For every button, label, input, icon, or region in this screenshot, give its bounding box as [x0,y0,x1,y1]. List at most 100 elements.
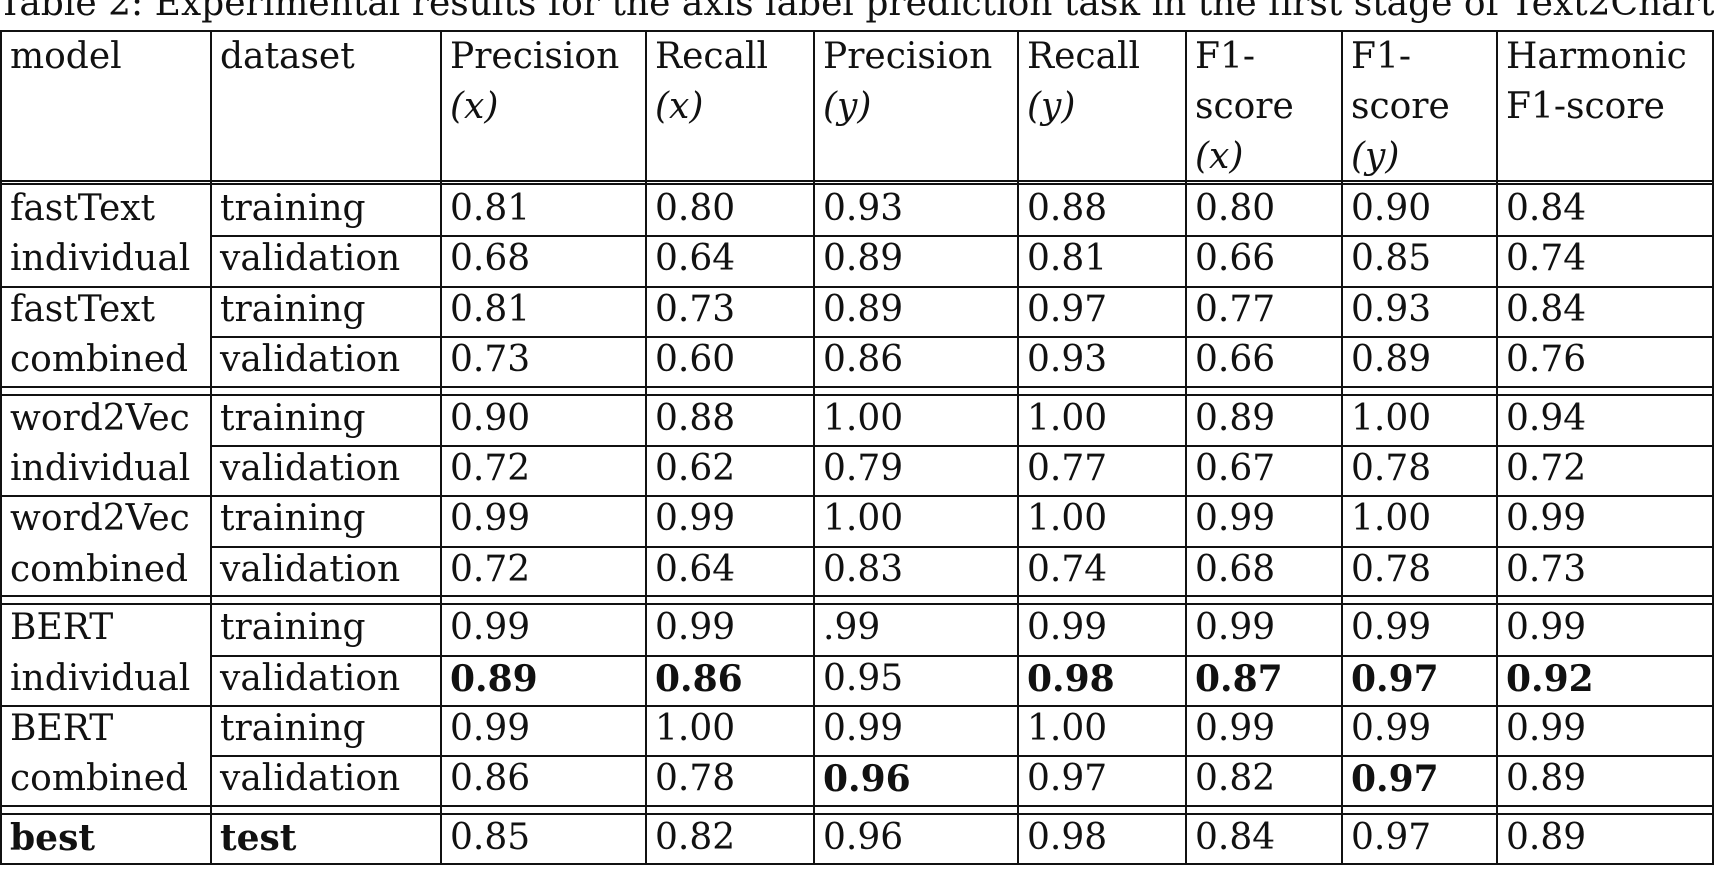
cell-value: 0.94 [1506,397,1587,439]
cell-value: 0.89 [1506,816,1587,858]
table-rule [0,495,1714,498]
cell-value: 0.99 [1195,607,1276,649]
table-rule [0,812,1714,815]
cell-value: 1.00 [1027,708,1108,749]
cell-value: 0.82 [655,816,736,858]
cell-value: 1.00 [823,498,904,540]
cell-value: 0.88 [655,397,736,439]
cell-value: 0.93 [1351,288,1432,330]
cell-value: 0.96 [823,758,911,801]
column-header: (x) [1195,136,1244,177]
column-header: score [1351,86,1450,127]
cell-value: 0.92 [1506,657,1594,700]
cell-value: 0.99 [1195,708,1276,749]
cell-value: 0.97 [1351,657,1439,700]
results-table: model dataset Precision (x) Recall (x) Precisi… [0,30,1714,878]
column-header: score [1195,86,1294,127]
cell-value: 0.72 [450,548,531,590]
table-rule [0,30,1714,32]
column-header: Harmonic [1506,36,1687,77]
cell-value: 0.93 [823,188,904,229]
cell-value: 0.78 [1351,548,1432,590]
cell-dataset: training [220,607,366,649]
cell-value: 0.64 [655,238,736,280]
cell-value: 0.99 [1027,607,1108,649]
cell-model: word2Vec [10,498,190,540]
cell-value: 0.89 [823,238,904,280]
cell-value: 0.84 [1195,816,1276,858]
cell-value: 0.97 [1351,758,1439,801]
cell-dataset: training [220,288,366,330]
table-rule [0,804,1714,807]
cell-value: 0.77 [1027,448,1108,489]
cell-value: 0.90 [1351,188,1432,229]
cell-value: 1.00 [655,708,736,749]
cell-value: 0.97 [1027,288,1108,330]
cell-value: 0.98 [1027,657,1115,700]
cell-value: 0.89 [1195,397,1276,439]
cell-dataset: training [220,188,366,229]
cell-value: 0.87 [1195,657,1283,700]
table-rule [0,183,1714,185]
table-rule [0,603,1714,606]
cell-dataset: training [220,708,366,749]
table-rule [0,863,1714,866]
cell-value: 0.99 [450,498,531,540]
cell-value: 0.73 [450,339,531,381]
table-caption: Table 2: Experimental results for the ax… [0,0,1714,24]
cell-value: .99 [823,607,881,649]
column-rule [645,30,647,866]
cell-value: 0.80 [1195,188,1276,229]
table-rule [0,385,1714,388]
column-header: Recall [1027,36,1141,77]
cell-value: 1.00 [1351,498,1432,540]
cell-value: 0.98 [1027,816,1108,858]
cell-value: 0.86 [655,657,743,700]
cell-value: 0.86 [823,339,904,381]
cell-model: combined [10,758,189,800]
column-rule [1185,30,1187,866]
table-rule [0,705,1714,707]
column-rule [1496,30,1498,866]
cell-model: best [10,816,95,859]
cell-value: 0.78 [1351,448,1432,489]
cell-value: 1.00 [823,397,904,439]
cell-value: 0.79 [823,448,904,489]
cell-value: 0.99 [450,607,531,649]
column-rule [0,30,2,866]
cell-value: 0.73 [655,288,736,330]
cell-value: 0.76 [1506,339,1587,381]
cell-model: individual [10,657,191,699]
column-header: F1- [1351,36,1412,77]
column-header: Precision [450,36,620,77]
cell-value: 0.86 [450,758,531,800]
cell-value: 0.99 [823,708,904,749]
column-header: (y) [1351,136,1400,177]
cell-value: 0.73 [1506,548,1587,590]
column-rule [440,30,442,866]
cell-value: 0.81 [450,188,531,229]
cell-value: 0.74 [1027,548,1108,590]
table-rule [0,393,1714,396]
cell-value: 0.99 [1506,498,1587,540]
table-rule [210,336,1714,339]
cell-value: 0.99 [450,708,531,749]
cell-value: 0.93 [1027,339,1108,381]
column-header: F1- [1195,36,1256,77]
cell-model: individual [10,238,191,280]
cell-value: 0.99 [1506,708,1587,749]
column-header: F1-score [1506,86,1665,127]
cell-value: 1.00 [1351,397,1432,439]
table-rule [0,285,1714,288]
table-rule [210,755,1714,758]
cell-value: 0.82 [1195,758,1276,800]
cell-value: 0.78 [655,758,736,800]
cell-value: 0.83 [823,548,904,590]
cell-value: 1.00 [1027,397,1108,439]
cell-value: 0.97 [1351,816,1432,858]
cell-model: word2Vec [10,397,190,439]
cell-dataset: validation [220,758,401,800]
cell-value: 0.81 [1027,238,1108,280]
cell-model: combined [10,548,189,590]
cell-value: 0.95 [823,657,904,699]
